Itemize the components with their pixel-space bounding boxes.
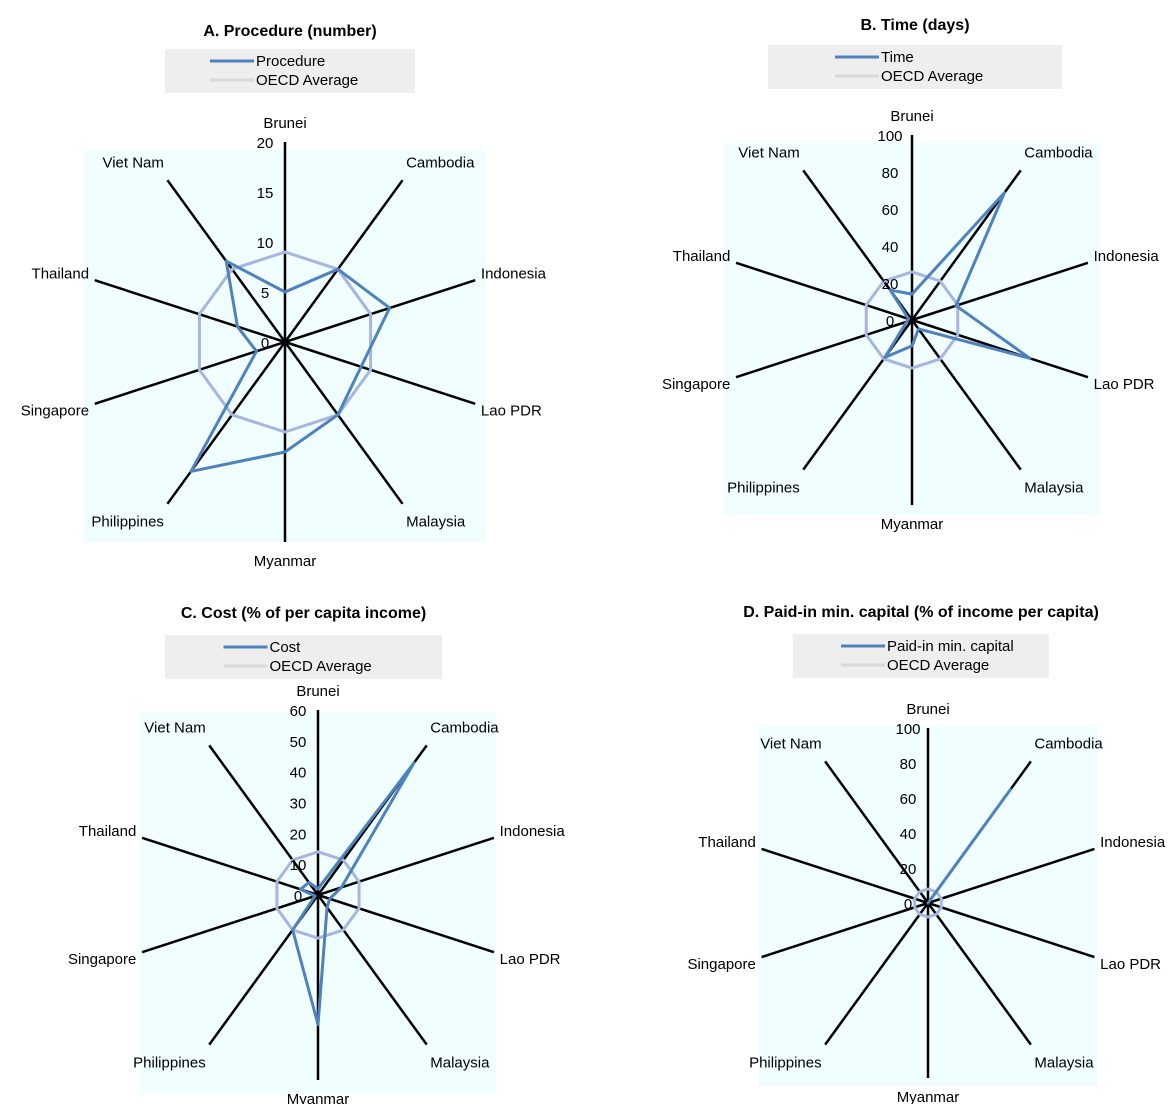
category-label-philippines: Philippines bbox=[749, 1054, 822, 1071]
radar-chart-b: B. Time (days) Time OECD Average 0 20 40 60 80 1… bbox=[662, 17, 1159, 533]
legend: Time OECD Average bbox=[768, 45, 1062, 89]
category-label-lao-pdr: Lao PDR bbox=[1100, 956, 1161, 973]
tick-label-20: 20 bbox=[290, 826, 307, 843]
legend-entry-1: OECD Average bbox=[256, 72, 358, 89]
chart-title: C. Cost (% of per capita income) bbox=[181, 605, 426, 622]
legend-entry-1: OECD Average bbox=[270, 658, 372, 675]
category-label-indonesia: Indonesia bbox=[500, 823, 566, 840]
tick-label-100: 100 bbox=[895, 721, 920, 738]
legend-entry-0: Procedure bbox=[256, 53, 325, 70]
category-label-lao-pdr: Lao PDR bbox=[500, 951, 561, 968]
tick-label-60: 60 bbox=[290, 703, 307, 720]
category-label-cambodia: Cambodia bbox=[1034, 736, 1103, 753]
tick-label-20: 20 bbox=[882, 276, 899, 293]
category-label-singapore: Singapore bbox=[687, 956, 755, 973]
category-label-indonesia: Indonesia bbox=[1094, 248, 1160, 265]
legend-entry-1: OECD Average bbox=[881, 68, 983, 85]
chart-title: B. Time (days) bbox=[860, 17, 969, 34]
category-label-malaysia: Malaysia bbox=[1024, 479, 1084, 496]
chart-title: D. Paid-in min. capital (% of income per… bbox=[743, 604, 1099, 621]
category-label-myanmar: Myanmar bbox=[897, 1089, 960, 1104]
tick-label-20: 20 bbox=[900, 861, 917, 878]
legend-entry-1: OECD Average bbox=[887, 657, 989, 674]
tick-label-10: 10 bbox=[257, 235, 274, 252]
tick-label-0: 0 bbox=[886, 313, 894, 330]
category-label-thailand: Thailand bbox=[32, 265, 90, 282]
category-label-brunei: Brunei bbox=[296, 683, 339, 700]
category-label-cambodia: Cambodia bbox=[1024, 145, 1093, 162]
tick-label-60: 60 bbox=[882, 202, 899, 219]
tick-label-30: 30 bbox=[290, 796, 307, 813]
tick-label-20: 20 bbox=[257, 135, 274, 152]
category-label-malaysia: Malaysia bbox=[430, 1054, 490, 1071]
category-label-viet-nam: Viet Nam bbox=[738, 145, 799, 162]
legend: Cost OECD Average bbox=[165, 635, 442, 679]
category-label-myanmar: Myanmar bbox=[254, 553, 317, 570]
tick-label-0: 0 bbox=[904, 896, 912, 913]
category-label-thailand: Thailand bbox=[698, 834, 756, 851]
category-label-thailand: Thailand bbox=[79, 823, 137, 840]
tick-label-0: 0 bbox=[261, 335, 269, 352]
tick-label-40: 40 bbox=[900, 826, 917, 843]
category-label-singapore: Singapore bbox=[68, 951, 136, 968]
category-label-singapore: Singapore bbox=[662, 376, 730, 393]
category-label-myanmar: Myanmar bbox=[287, 1091, 350, 1104]
category-label-malaysia: Malaysia bbox=[406, 514, 466, 531]
legend-entry-0: Paid-in min. capital bbox=[887, 638, 1014, 655]
tick-label-80: 80 bbox=[900, 756, 917, 773]
tick-label-15: 15 bbox=[257, 185, 274, 202]
category-label-viet-nam: Viet Nam bbox=[102, 154, 163, 171]
category-label-cambodia: Cambodia bbox=[406, 154, 475, 171]
category-label-philippines: Philippines bbox=[91, 514, 164, 531]
tick-label-80: 80 bbox=[882, 165, 899, 182]
category-label-brunei: Brunei bbox=[890, 108, 933, 125]
radar-chart-c: C. Cost (% of per capita income) Cost OECD… bbox=[68, 605, 565, 1104]
legend-entry-0: Cost bbox=[270, 639, 302, 656]
tick-label-50: 50 bbox=[290, 734, 307, 751]
category-label-indonesia: Indonesia bbox=[481, 265, 547, 282]
category-label-brunei: Brunei bbox=[263, 115, 306, 132]
category-label-philippines: Philippines bbox=[133, 1054, 206, 1071]
category-label-lao-pdr: Lao PDR bbox=[1094, 376, 1155, 393]
category-label-indonesia: Indonesia bbox=[1100, 834, 1166, 851]
category-label-myanmar: Myanmar bbox=[881, 516, 944, 533]
category-label-philippines: Philippines bbox=[727, 479, 800, 496]
category-label-lao-pdr: Lao PDR bbox=[481, 403, 542, 420]
legend: Procedure OECD Average bbox=[165, 49, 415, 93]
category-label-malaysia: Malaysia bbox=[1034, 1054, 1094, 1071]
category-label-cambodia: Cambodia bbox=[430, 720, 499, 737]
category-label-brunei: Brunei bbox=[906, 701, 949, 718]
tick-label-10: 10 bbox=[290, 857, 307, 874]
category-label-viet-nam: Viet Nam bbox=[760, 736, 821, 753]
tick-label-40: 40 bbox=[882, 239, 899, 256]
tick-label-0: 0 bbox=[294, 888, 302, 905]
legend: Paid-in min. capital OECD Average bbox=[793, 634, 1049, 678]
category-label-viet-nam: Viet Nam bbox=[144, 720, 205, 737]
category-label-thailand: Thailand bbox=[673, 248, 731, 265]
legend-entry-0: Time bbox=[881, 49, 914, 66]
tick-label-60: 60 bbox=[900, 791, 917, 808]
tick-label-100: 100 bbox=[877, 128, 902, 145]
category-label-singapore: Singapore bbox=[21, 403, 89, 420]
chart-title: A. Procedure (number) bbox=[203, 23, 376, 40]
tick-label-5: 5 bbox=[261, 285, 269, 302]
radar-chart-d: D. Paid-in min. capital (% of income per… bbox=[687, 604, 1165, 1104]
radar-chart-a: A. Procedure (number) Procedure OECD Avera… bbox=[21, 23, 547, 570]
tick-label-40: 40 bbox=[290, 765, 307, 782]
